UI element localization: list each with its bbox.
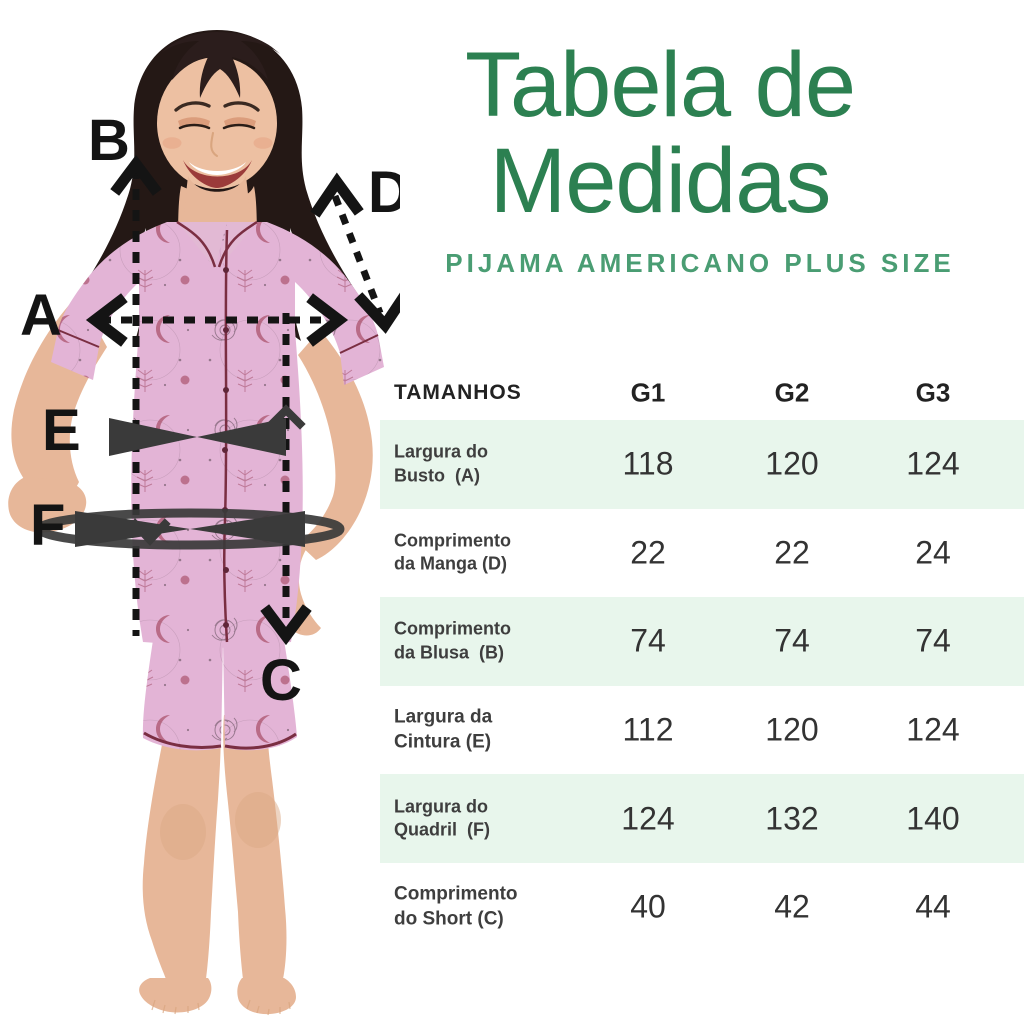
svg-text:A: A — [20, 283, 62, 348]
svg-text:B: B — [88, 108, 130, 173]
svg-text:F: F — [30, 493, 65, 558]
svg-text:C: C — [260, 648, 302, 713]
svg-text:E: E — [42, 398, 81, 463]
svg-text:D: D — [368, 160, 400, 225]
